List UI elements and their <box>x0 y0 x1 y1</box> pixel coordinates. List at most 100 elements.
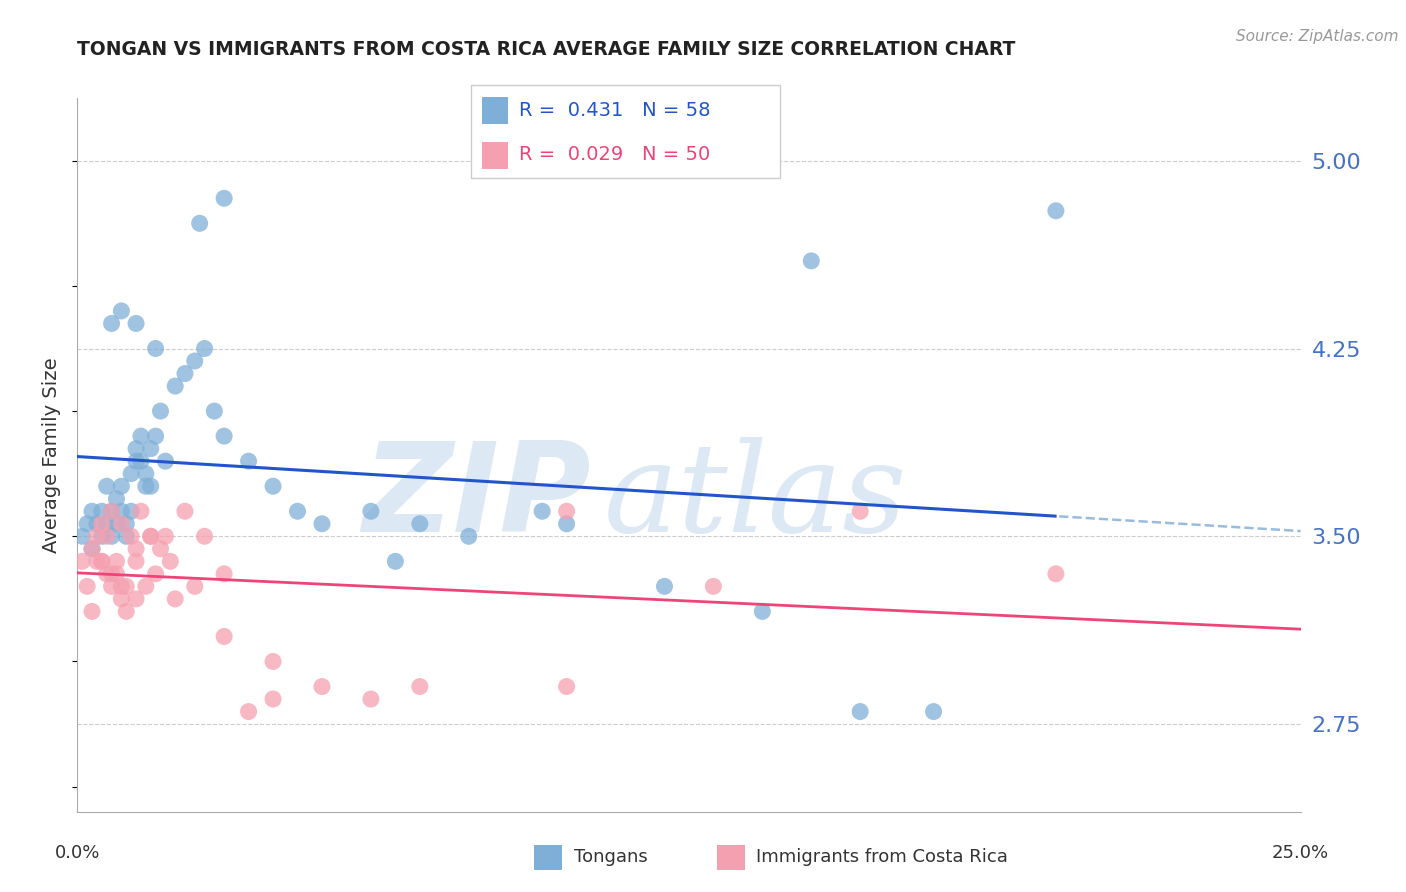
Point <box>849 504 872 518</box>
Point <box>212 630 235 644</box>
Point <box>120 467 142 481</box>
Point <box>135 579 157 593</box>
Y-axis label: Average Family Size: Average Family Size <box>42 357 62 553</box>
Point <box>100 529 122 543</box>
Text: R =  0.431   N = 58: R = 0.431 N = 58 <box>519 102 710 120</box>
Point <box>184 354 207 368</box>
Point <box>125 442 148 456</box>
Point <box>96 529 118 543</box>
Point <box>287 504 309 518</box>
Point <box>105 566 128 581</box>
Point <box>129 454 152 468</box>
Point <box>922 705 945 719</box>
Point <box>100 504 122 518</box>
Point <box>100 504 122 518</box>
Point <box>202 404 225 418</box>
Point <box>96 566 118 581</box>
Text: Source: ZipAtlas.com: Source: ZipAtlas.com <box>1236 29 1399 44</box>
Point <box>90 516 112 531</box>
Point <box>110 479 132 493</box>
Point <box>849 705 872 719</box>
Point <box>129 429 152 443</box>
Point <box>100 317 122 331</box>
Text: Tongans: Tongans <box>574 848 647 866</box>
Point <box>212 429 235 443</box>
Point <box>193 529 215 543</box>
Point <box>238 454 260 468</box>
Point <box>155 529 177 543</box>
Text: 0.0%: 0.0% <box>55 844 100 862</box>
Point <box>115 529 138 543</box>
Point <box>105 554 128 568</box>
Point <box>654 579 676 593</box>
Point <box>90 554 112 568</box>
Point <box>80 604 103 618</box>
Point <box>80 504 103 518</box>
Point <box>139 479 162 493</box>
Point <box>110 304 132 318</box>
Point <box>555 504 578 518</box>
Point <box>110 516 132 531</box>
Point <box>800 253 823 268</box>
Point <box>360 692 382 706</box>
Point <box>125 454 148 468</box>
Point <box>262 479 284 493</box>
Point <box>90 529 112 543</box>
Point <box>184 579 207 593</box>
Point <box>262 692 284 706</box>
Point <box>751 604 773 618</box>
Point <box>155 454 177 468</box>
Point <box>702 579 724 593</box>
Point <box>135 479 157 493</box>
Point <box>115 604 138 618</box>
Point <box>360 504 382 518</box>
Point <box>409 516 432 531</box>
Point <box>100 579 122 593</box>
Point <box>105 491 128 506</box>
Point <box>145 429 167 443</box>
Point <box>135 467 157 481</box>
Point <box>115 579 138 593</box>
Point <box>1045 203 1067 218</box>
Point <box>70 529 93 543</box>
Point <box>110 579 132 593</box>
Point <box>311 680 333 694</box>
Point <box>115 516 138 531</box>
Point <box>457 529 479 543</box>
Point <box>96 516 118 531</box>
Point <box>125 317 148 331</box>
Point <box>188 216 211 230</box>
Point <box>86 554 108 568</box>
Text: TONGAN VS IMMIGRANTS FROM COSTA RICA AVERAGE FAMILY SIZE CORRELATION CHART: TONGAN VS IMMIGRANTS FROM COSTA RICA AVE… <box>77 40 1015 59</box>
Point <box>531 504 554 518</box>
Point <box>1045 566 1067 581</box>
Text: Immigrants from Costa Rica: Immigrants from Costa Rica <box>756 848 1008 866</box>
Point <box>76 516 98 531</box>
Point <box>90 554 112 568</box>
Point <box>165 379 187 393</box>
Text: ZIP: ZIP <box>363 437 591 558</box>
Point <box>86 529 108 543</box>
Point <box>409 680 432 694</box>
Point <box>555 680 578 694</box>
Point <box>165 591 187 606</box>
Point <box>238 705 260 719</box>
Point <box>125 541 148 556</box>
Point <box>129 504 152 518</box>
Text: atlas: atlas <box>603 437 907 558</box>
Point <box>174 504 197 518</box>
Point <box>139 442 162 456</box>
Point <box>86 516 108 531</box>
Point <box>90 504 112 518</box>
Point <box>174 367 197 381</box>
Point <box>125 554 148 568</box>
Point <box>193 342 215 356</box>
Point <box>110 504 132 518</box>
Point <box>120 529 142 543</box>
Text: R =  0.029   N = 50: R = 0.029 N = 50 <box>519 145 710 164</box>
Point <box>139 529 162 543</box>
Point <box>80 541 103 556</box>
Point <box>70 554 93 568</box>
Point <box>311 516 333 531</box>
Point <box>384 554 406 568</box>
